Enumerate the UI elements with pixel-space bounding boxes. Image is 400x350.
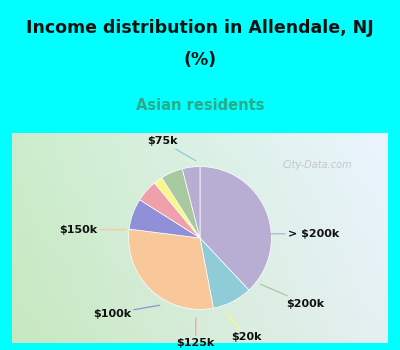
- Wedge shape: [154, 178, 200, 238]
- Text: $125k: $125k: [177, 318, 215, 348]
- Wedge shape: [200, 167, 271, 290]
- Wedge shape: [129, 200, 200, 238]
- Text: (%): (%): [184, 51, 216, 69]
- Text: $200k: $200k: [260, 284, 324, 308]
- Text: City-Data.com: City-Data.com: [283, 160, 352, 169]
- Text: Asian residents: Asian residents: [136, 98, 264, 112]
- Wedge shape: [162, 169, 200, 238]
- Text: $100k: $100k: [93, 305, 160, 318]
- Wedge shape: [182, 167, 200, 238]
- Wedge shape: [140, 183, 200, 238]
- Wedge shape: [129, 229, 213, 309]
- Text: $20k: $20k: [225, 312, 262, 342]
- Wedge shape: [200, 238, 249, 308]
- Text: Income distribution in Allendale, NJ: Income distribution in Allendale, NJ: [26, 19, 374, 37]
- Text: $75k: $75k: [147, 136, 196, 161]
- Text: $150k: $150k: [59, 225, 126, 235]
- Text: > $200k: > $200k: [252, 229, 339, 239]
